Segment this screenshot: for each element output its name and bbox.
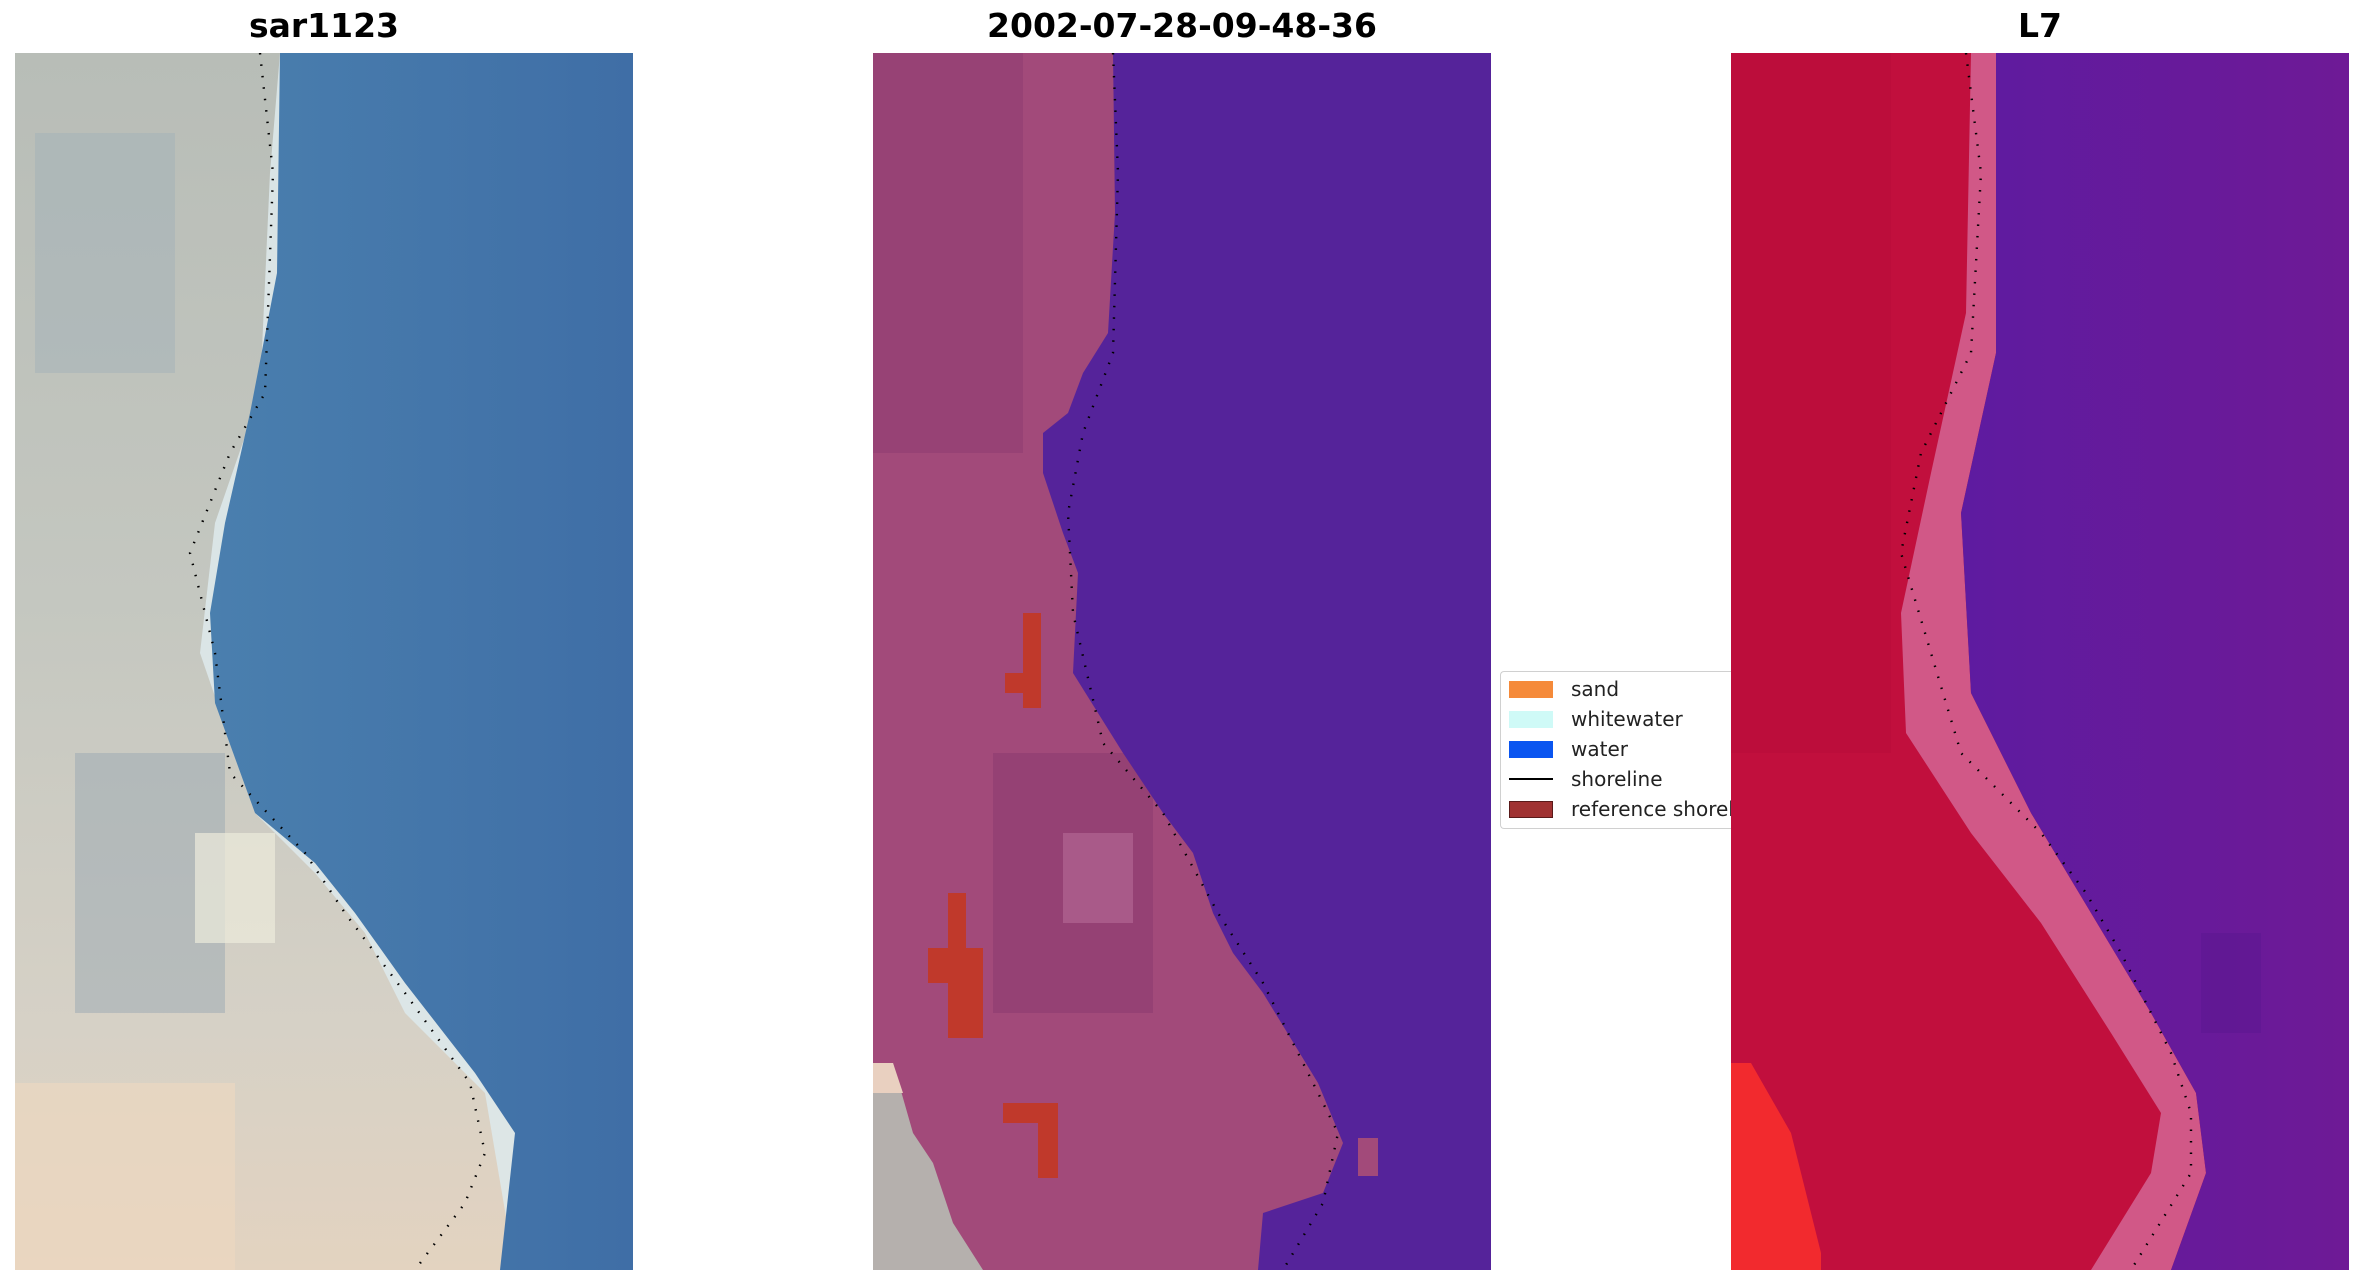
legend: sand whitewater water shoreline referenc… bbox=[1500, 671, 1731, 829]
rgb-satellite-image bbox=[15, 53, 633, 1270]
reference-shoreline-swatch-icon bbox=[1509, 800, 1553, 818]
legend-label-whitewater: whitewater bbox=[1571, 707, 1683, 731]
legend-label-shoreline: shoreline bbox=[1571, 767, 1663, 791]
legend-item-sand: sand bbox=[1509, 676, 1619, 702]
sand-swatch-icon bbox=[1509, 680, 1553, 698]
rgb-image-panel bbox=[15, 53, 633, 1270]
shoreline-line-icon bbox=[1509, 778, 1553, 780]
water-swatch-icon bbox=[1509, 740, 1553, 758]
l7-image bbox=[1731, 53, 2349, 1270]
legend-label-sand: sand bbox=[1571, 677, 1620, 701]
legend-label-reference-shoreline: reference shoreline bbox=[1571, 797, 1731, 821]
legend-item-shoreline: shoreline bbox=[1509, 766, 1663, 792]
panel-title-rgb: sar1123 bbox=[248, 6, 400, 45]
whitewater-swatch-icon bbox=[1509, 710, 1553, 728]
l7-image-panel bbox=[1731, 53, 2349, 1270]
panel-title-sensor: L7 bbox=[2018, 6, 2062, 45]
legend-item-reference-shoreline: reference shoreline bbox=[1509, 796, 1731, 822]
legend-label-water: water bbox=[1571, 737, 1628, 761]
legend-item-whitewater: whitewater bbox=[1509, 706, 1683, 732]
classified-image-panel bbox=[873, 53, 1491, 1270]
legend-item-water: water bbox=[1509, 736, 1628, 762]
classified-image bbox=[873, 53, 1491, 1270]
reference-shoreline-pixels bbox=[928, 613, 1058, 1178]
panel-title-date: 2002-07-28-09-48-36 bbox=[987, 6, 1377, 45]
